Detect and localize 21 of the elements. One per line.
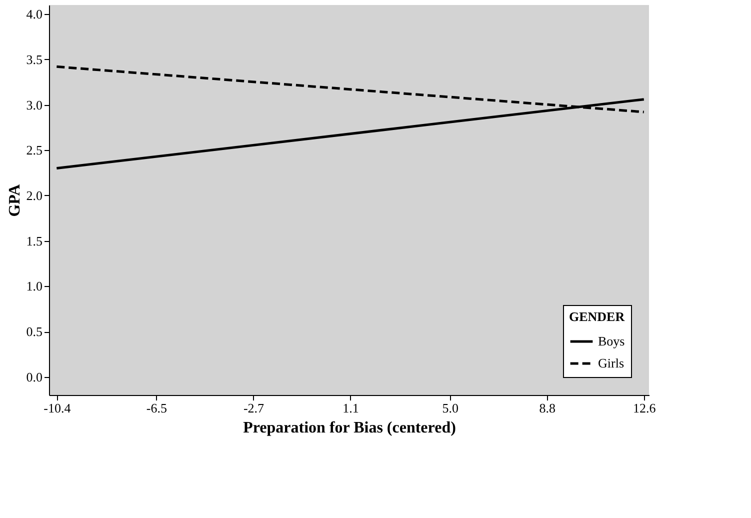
x-axis-title: Preparation for Bias (centered)	[243, 420, 456, 436]
x-tick-label: -6.5	[146, 400, 168, 416]
y-tick-label: 1.5	[26, 233, 42, 248]
x-tick-label: -2.7	[243, 400, 265, 416]
x-tick-label: 1.1	[342, 400, 359, 416]
y-tick-label: 2.5	[26, 142, 42, 158]
y-tick-label: 0.0	[26, 369, 42, 384]
legend-title: GENDER	[569, 309, 626, 324]
x-tick-label: 12.6	[633, 400, 656, 416]
y-tick-label: 1.0	[26, 278, 42, 294]
y-tick-label: 3.0	[26, 97, 42, 112]
x-tick-label: 5.0	[442, 400, 458, 416]
y-tick-label: 3.5	[26, 52, 42, 67]
y-tick-label: 2.0	[26, 188, 42, 203]
x-tick-label: 8.8	[539, 400, 556, 416]
y-tick-label: 4.0	[26, 6, 42, 22]
y-axis-title: GPA	[6, 184, 24, 217]
legend-label: Girls	[598, 356, 624, 370]
x-tick-label: -10.4	[44, 400, 72, 416]
y-tick-label: 0.5	[26, 324, 42, 340]
legend-label: Boys	[598, 334, 625, 348]
